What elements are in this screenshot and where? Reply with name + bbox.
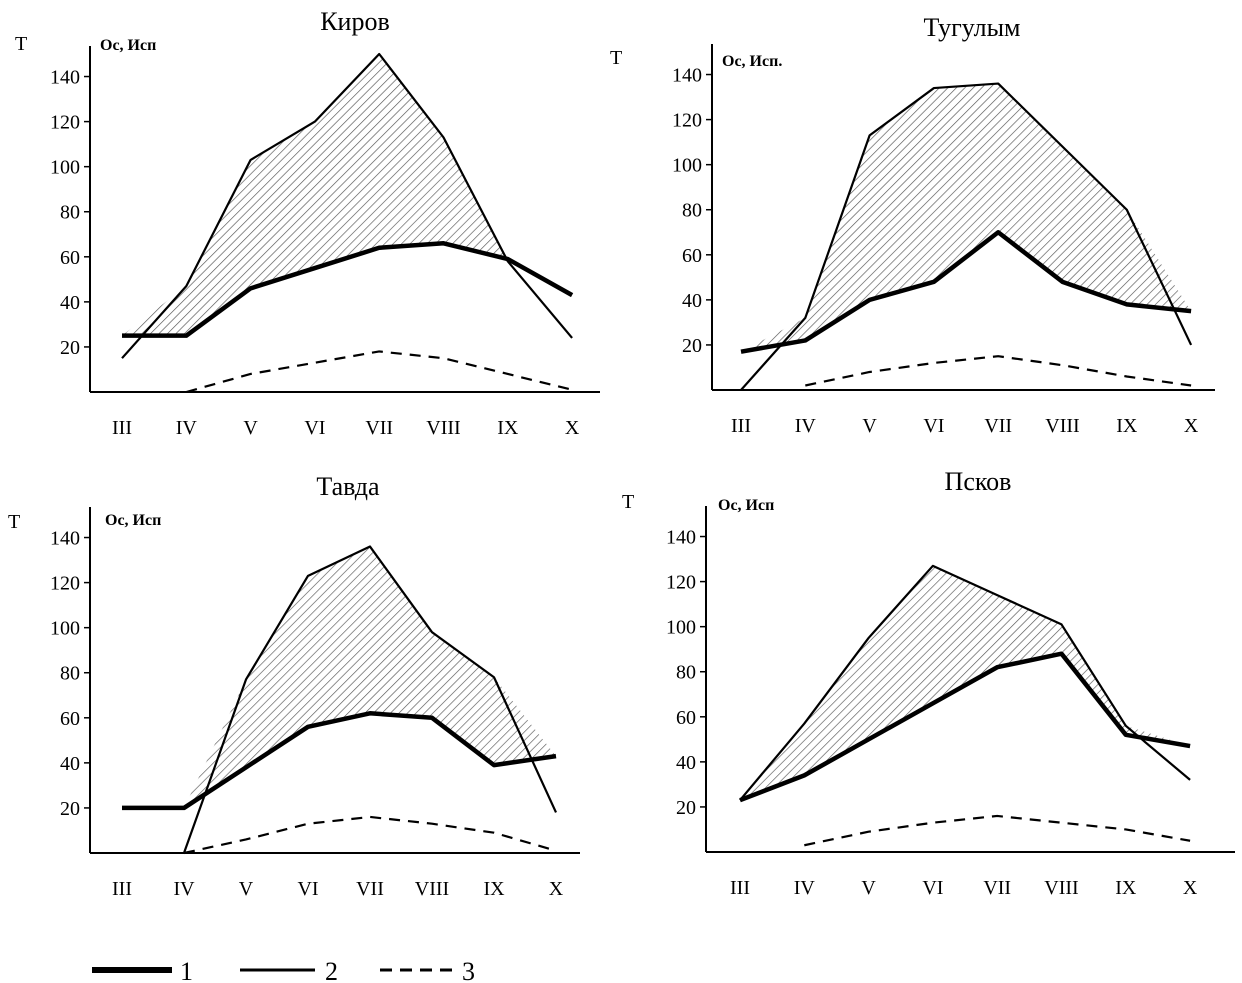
x-tick-label: VII (983, 877, 1011, 899)
chart-panel-4: Псков Т Ос, Исп 20 40 60 80 100 120 140 III IV V VI VI… (622, 467, 1235, 899)
x-tick-label: III (112, 417, 132, 439)
y-axis-label-secondary: Ос, Исп (105, 512, 161, 529)
x-tick-label: X (565, 417, 580, 439)
x-tick-label: X (1184, 415, 1199, 437)
y-tick-label: 100 (50, 157, 80, 179)
x-tick-label: VI (304, 417, 325, 439)
series-3-line (186, 350, 573, 394)
series-3-line (804, 814, 1191, 847)
y-axis-label: Т (610, 47, 622, 69)
x-tick-label: V (862, 415, 877, 437)
y-tick-label: 80 (60, 202, 80, 224)
x-tick-label: V (861, 877, 876, 899)
y-tick-label: 80 (676, 662, 696, 684)
x-tick-label: III (731, 415, 751, 437)
x-tick-label: IV (794, 877, 816, 899)
legend-label-1: 1 (180, 957, 193, 983)
chart-title: Псков (945, 467, 1012, 496)
y-tick-label: 100 (672, 155, 702, 177)
y-tick-label: 40 (60, 292, 80, 314)
y-tick-label: 20 (60, 798, 80, 820)
x-tick-label: IV (176, 417, 198, 439)
series-2-line (121, 52, 573, 359)
x-tick-label: III (730, 877, 750, 899)
shaded-area (741, 83, 1192, 352)
y-tick-label: 40 (676, 752, 696, 774)
x-tick-label: VII (984, 415, 1012, 437)
y-tick-label: 80 (682, 200, 702, 222)
chart-panel-1: Киров Т Ос, Исп 20 40 60 80 100 120 140 III IV V VI VI… (15, 7, 600, 439)
y-tick-label: 120 (50, 573, 80, 595)
x-tick-label: V (239, 878, 254, 900)
series-2-line (739, 564, 1191, 801)
y-tick-label: 120 (672, 110, 702, 132)
x-tick-label: IX (1115, 877, 1137, 899)
x-tick-label: VI (297, 878, 318, 900)
legend-label-2: 2 (325, 957, 338, 983)
chart-title: Тавда (316, 472, 380, 501)
y-axis-label: Т (8, 511, 20, 533)
y-tick-label: 100 (50, 618, 80, 640)
x-tick-label: VII (365, 417, 393, 439)
y-tick-label: 20 (60, 337, 80, 359)
y-tick-label: 60 (60, 708, 80, 730)
shaded-area (122, 54, 573, 336)
y-tick-label: 120 (50, 112, 80, 134)
x-tick-label: VI (922, 877, 943, 899)
y-tick-label: 100 (666, 617, 696, 639)
y-tick-label: 40 (682, 290, 702, 312)
x-tick-label: IX (497, 417, 519, 439)
y-tick-label: 140 (50, 528, 80, 550)
shaded-area (184, 546, 556, 808)
y-tick-label: 60 (60, 247, 80, 269)
y-axis-label-secondary: Ос, Исп. (722, 53, 782, 70)
x-tick-label: X (549, 878, 564, 900)
y-tick-label: 140 (50, 67, 80, 89)
legend-label-3: 3 (462, 957, 475, 983)
x-tick-label: VII (356, 878, 384, 900)
y-tick-label: 120 (666, 572, 696, 594)
legend: 1 2 3 (92, 957, 475, 983)
x-tick-label: IX (1116, 415, 1138, 437)
x-tick-label: VI (923, 415, 944, 437)
y-axis-label: Т (622, 491, 634, 513)
x-tick-label: IV (173, 878, 195, 900)
x-tick-label: IX (483, 878, 505, 900)
chart-panel-2: Тугулым Т Ос, Исп. 20 40 60 80 100 120 140 III IV V V… (610, 13, 1215, 437)
y-tick-label: 140 (666, 527, 696, 549)
chart-panel-3: Тавда Т Ос, Исп 20 40 60 80 100 120 140 III IV V VI VI… (8, 472, 580, 900)
y-tick-label: 20 (682, 335, 702, 357)
x-tick-label: IV (795, 415, 817, 437)
x-tick-label: VIII (415, 878, 449, 900)
y-tick-label: 40 (60, 753, 80, 775)
series-1-line (122, 711, 557, 811)
x-tick-label: X (1183, 877, 1198, 899)
y-axis-label: Т (15, 33, 27, 55)
x-tick-label: VIII (1044, 877, 1078, 899)
x-tick-label: VIII (426, 417, 460, 439)
y-axis-label-secondary: Ос, Исп (718, 497, 774, 514)
y-tick-label: 60 (682, 245, 702, 267)
chart-title: Киров (320, 7, 390, 36)
series-1-line (739, 651, 1191, 803)
y-tick-label: 20 (676, 797, 696, 819)
chart-title: Тугулым (923, 13, 1020, 42)
x-tick-label: V (243, 417, 258, 439)
x-tick-label: III (112, 878, 132, 900)
series-1-line (122, 241, 574, 338)
x-tick-label: VIII (1045, 415, 1079, 437)
y-axis-label-secondary: Ос, Исп (100, 37, 156, 54)
series-3-line (183, 815, 557, 855)
series-1-line (740, 230, 1192, 354)
y-tick-label: 80 (60, 663, 80, 685)
y-tick-label: 140 (672, 65, 702, 87)
series-2-line (740, 82, 1193, 391)
series-3-line (805, 355, 1192, 387)
y-tick-label: 60 (676, 707, 696, 729)
